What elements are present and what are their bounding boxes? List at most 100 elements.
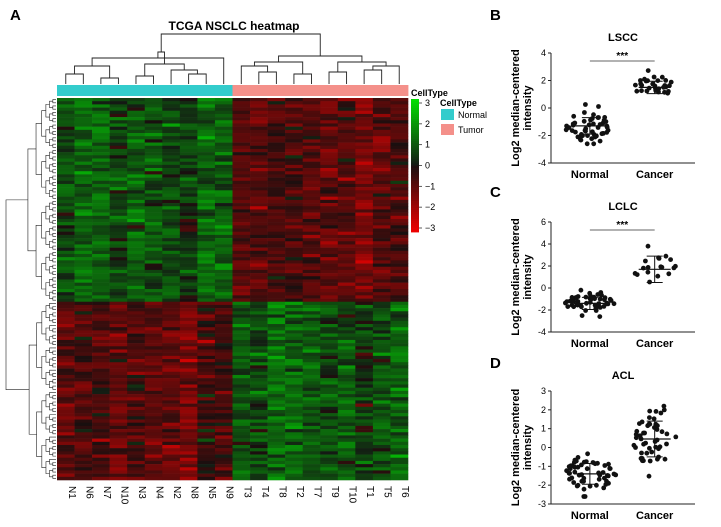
heatmap-cell <box>197 152 216 156</box>
heatmap-cell <box>285 279 303 283</box>
heatmap-cell <box>92 209 110 213</box>
heatmap-cell <box>109 190 128 194</box>
heatmap-cell <box>355 273 374 277</box>
heatmap-cell <box>232 352 251 357</box>
heatmap-cell <box>267 327 286 331</box>
colorbar-segment <box>411 161 419 164</box>
heatmap-cell <box>250 126 268 131</box>
heatmap-cell <box>390 400 409 404</box>
data-point <box>569 128 575 134</box>
heatmap-cell <box>109 343 128 347</box>
heatmap-cell <box>92 448 110 452</box>
heatmap-cell <box>179 400 198 404</box>
heatmap-cell <box>109 193 128 197</box>
heatmap-cell <box>127 282 146 287</box>
heatmap-cell <box>302 324 321 328</box>
sample-label: T10 <box>347 486 358 504</box>
dendrogram-link <box>49 113 53 121</box>
heatmap-cell <box>179 451 198 455</box>
heatmap-cell <box>372 228 391 232</box>
heatmap-cell <box>267 444 286 449</box>
heatmap-cell <box>285 289 303 293</box>
heatmap-cell <box>127 397 146 401</box>
heatmap-cell <box>179 352 198 357</box>
dendrogram-link <box>52 207 56 212</box>
sample-label: N3 <box>136 486 147 499</box>
dendrogram-link <box>278 55 363 62</box>
heatmap-cell <box>197 432 216 436</box>
heatmap-cell <box>127 470 146 474</box>
heatmap-cell <box>197 336 216 341</box>
heatmap-cell <box>285 457 303 462</box>
heatmap-cell <box>109 133 128 137</box>
heatmap-cell <box>144 190 163 194</box>
heatmap-cell <box>285 390 303 395</box>
heatmap-cell <box>144 253 163 258</box>
heatmap-cell <box>250 320 268 325</box>
heatmap-cell <box>144 473 163 478</box>
colorbar-tick-label: −3 <box>425 223 435 233</box>
heatmap-cell <box>92 460 110 465</box>
heatmap-cell <box>92 174 110 178</box>
heatmap-cell <box>232 400 251 404</box>
heatmap-cell <box>74 374 93 379</box>
heatmap-cell <box>214 476 233 481</box>
heatmap-cell <box>127 400 146 404</box>
heatmap-cell <box>109 123 128 127</box>
heatmap-cell <box>302 438 321 443</box>
heatmap-cell <box>250 206 268 210</box>
heatmap-cell <box>390 148 409 153</box>
heatmap-cell <box>74 203 93 207</box>
heatmap-cell <box>57 419 75 423</box>
celltype-annotation-bar <box>57 85 409 96</box>
heatmap-cell <box>267 238 286 242</box>
heatmap-cell <box>355 359 374 363</box>
heatmap-cell <box>285 276 303 280</box>
heatmap-cell <box>232 317 251 322</box>
heatmap-cell <box>320 464 339 468</box>
heatmap-cell <box>267 301 286 306</box>
heatmap-cell <box>337 152 356 156</box>
heatmap-cell <box>179 203 198 207</box>
heatmap-cell <box>372 324 391 328</box>
heatmap-cell <box>320 212 339 217</box>
heatmap-cell <box>390 218 409 223</box>
y-axis-label: Log2 median-centeredintensity <box>510 49 534 166</box>
heatmap-cell <box>109 330 128 334</box>
heatmap-cell <box>109 199 128 204</box>
data-point <box>604 124 610 130</box>
heatmap-cell <box>302 250 321 255</box>
heatmap-cell <box>162 444 181 449</box>
heatmap-cell <box>250 247 268 252</box>
heatmap-cell <box>285 454 303 459</box>
heatmap-cell <box>232 365 251 369</box>
heatmap-cell <box>250 416 268 420</box>
heatmap-cell <box>250 368 268 373</box>
heatmap-cell <box>390 215 409 220</box>
heatmap-cell <box>57 161 75 166</box>
heatmap-cell <box>74 168 93 172</box>
heatmap-cell <box>162 317 181 322</box>
heatmap-cell <box>302 222 321 226</box>
heatmap-cell <box>285 212 303 217</box>
data-point <box>579 132 584 137</box>
data-point <box>597 314 603 319</box>
heatmap-cell <box>337 403 356 408</box>
heatmap-cell <box>144 183 163 188</box>
heatmap-cell <box>355 355 374 360</box>
heatmap-cell <box>214 152 233 156</box>
heatmap-cell <box>57 464 75 468</box>
heatmap-cell <box>179 397 198 401</box>
heatmap-cell <box>57 349 75 353</box>
heatmap-cell <box>390 257 409 261</box>
heatmap-cell <box>162 209 181 213</box>
heatmap-cell <box>57 435 75 439</box>
heatmap-cell <box>162 238 181 242</box>
heatmap-cell <box>372 384 391 388</box>
heatmap-cell <box>285 110 303 115</box>
heatmap-cell <box>179 136 198 140</box>
heatmap-cell <box>372 247 391 252</box>
heatmap-cell <box>355 311 374 315</box>
heatmap-cell <box>320 336 339 341</box>
